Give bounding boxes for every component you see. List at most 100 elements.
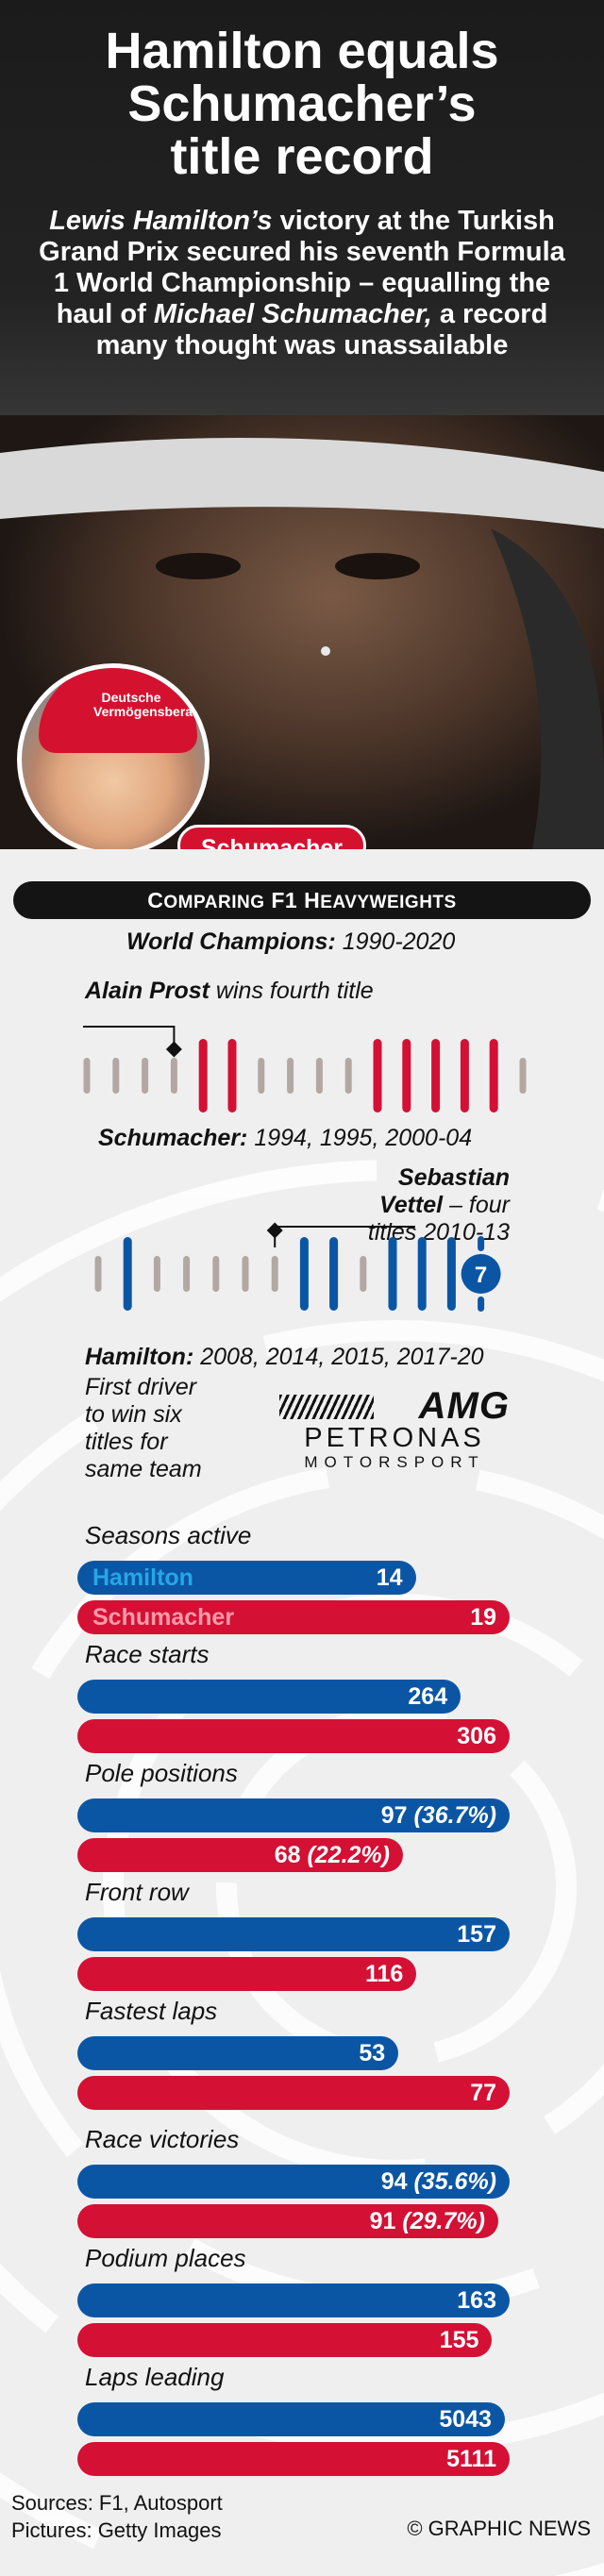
schumacher-label: Schumacher [177,825,366,849]
vettel-text: – four [443,1192,510,1218]
standfirst-text: victory at the Turkish Grand Prix secure… [39,206,565,329]
stat-label: Seasons active [85,1521,252,1549]
amg-wordmark: AMG [418,1385,510,1427]
schumacher-bar: 77 [77,2076,510,2110]
standfirst-name: Lewis Hamilton’s [49,206,273,236]
prost-leader-line [83,1026,176,1047]
title-count-badge [461,1254,501,1294]
hamilton-caption-years: 2008, 2014, 2015, 2017-20 [193,1344,484,1370]
schumacher-bar: 116 [77,1957,417,1991]
hamilton-percent: (36.7%) [407,1802,496,1829]
season-bar-2005 [519,1058,527,1094]
swirl-ring [216,1707,577,2067]
schumacher-bar: 155 [77,2323,493,2357]
season-bar-2014 [299,1237,309,1311]
hamilton-bar: 5043 [77,2402,505,2436]
schumacher-value: 5111 [446,2446,496,2472]
hamilton-bar: 264 [77,1680,461,1714]
stat-label: Front row [85,1878,189,1906]
stat-label: Pole positions [85,1759,238,1787]
schumacher-bar: Schumacher 19 [77,1600,510,1634]
eye [335,553,420,579]
helmet-side [491,528,604,849]
schumacher-photo: Deutsche Vermögensberatung [17,663,210,849]
season-bar-2013 [271,1256,278,1292]
prost-text: wins fourth title [209,978,374,1004]
season-bar-1993 [170,1058,177,1094]
vettel-line: Vettel – four [311,1192,510,1219]
hamilton-bar: 94 (35.6%) [77,2165,510,2199]
schumacher-value: 68 (22.2%) [274,1842,390,1868]
title-count-label: 7 [475,1263,487,1288]
season-bar-2000 [373,1039,382,1112]
schumacher-value: 77 [470,2080,496,2106]
season-bar-2011 [212,1256,220,1292]
season-bar-1992 [142,1058,149,1094]
standfirst: Lewis Hamilton’s victory at the Turkish … [38,206,566,361]
banner-mid: F1 H [264,888,321,912]
cap-sponsor-text: Deutsche Vermögensberatung [93,690,210,719]
note-line: same team [85,1456,202,1482]
season-bar-2007 [94,1256,102,1292]
stat-label: Fastest laps [85,1997,218,2025]
hamilton-bar: 163 [77,2283,510,2317]
schumacher-percent: (22.2%) [300,1842,390,1868]
stat-label: Race victories [85,2125,240,2153]
hamilton-caption-name: Hamilton: [85,1344,194,1370]
hamilton-value: 163 [457,2287,496,2314]
hamilton-bar: 53 [77,2036,399,2070]
title-line: Schumacher’s [127,75,477,132]
footer-credit: © GRAPHIC NEWS [407,2517,591,2540]
schumacher-value: 306 [457,1723,496,1749]
schumacher-bar: 91 (29.7%) [77,2204,498,2238]
wc-range: 1990-2020 [335,928,456,955]
vettel-name: Sebastian [397,1164,510,1191]
season-bar-2004 [489,1039,498,1112]
sources-text: Sources: F1, Autosport [11,2491,223,2515]
hamilton-note: First driver to win six titles for same … [85,1374,202,1483]
season-bar-1999 [344,1058,352,1094]
note-line: to win six [85,1401,182,1428]
schumacher-percent: (29.7%) [395,2208,485,2234]
season-bar-2010 [183,1256,191,1292]
season-bar [478,1236,485,1251]
eye [156,553,241,579]
season-bar-2002 [431,1039,441,1112]
prost-name: Alain Prost [85,978,210,1004]
season-bar-2017 [388,1237,397,1311]
hamilton-value: 14 [376,1564,403,1591]
schumacher-caption: Schumacher: 1994, 1995, 2000-04 [98,1125,472,1152]
world-champions-heading: World Champions: 1990-2020 [126,928,455,956]
season-bar-2009 [153,1256,160,1292]
hamilton-value: 5043 [439,2406,492,2433]
header-hero: Hamilton equals Schumacher’s title recor… [0,0,604,849]
schumacher-bar: 306 [77,1719,510,1753]
hamilton-value: 53 [359,2040,386,2066]
schumacher-value: 155 [439,2327,479,2353]
helmet-visor-rim [0,438,604,528]
hamilton-value: 264 [408,1683,448,1710]
season-bar-1990 [83,1058,91,1094]
hamilton-percent: (35.6%) [407,2168,496,2195]
vettel-line: Sebastian [311,1164,510,1192]
hamilton-value: 157 [457,1921,496,1948]
season-bar-2019 [446,1237,456,1311]
title-timelines: 7 [83,1026,527,1312]
standfirst-name: Michael Schumacher, [153,299,432,329]
pictures-text: Pictures: Getty Images [11,2518,222,2542]
season-bar-1998 [315,1058,323,1094]
season-bar-2015 [329,1237,339,1311]
hamilton-value: 97 (36.7%) [380,1802,496,1829]
page-title: Hamilton equals Schumacher’s title recor… [0,25,604,183]
series-name: Hamilton [92,1564,193,1591]
season-bar-2012 [242,1256,249,1292]
hamilton-bar: 97 (36.7%) [77,1798,510,1832]
hamilton-bar: 157 [77,1917,510,1951]
standfirst-text: a record many thought was unassailable [95,299,548,360]
season-bar-1994 [198,1039,208,1112]
wc-label: World Champions: [126,928,336,955]
season-bar-1996 [258,1058,265,1094]
schumacher-value: 19 [470,1604,496,1631]
season-bar-1997 [287,1058,294,1094]
season-bar-2018 [417,1237,427,1311]
